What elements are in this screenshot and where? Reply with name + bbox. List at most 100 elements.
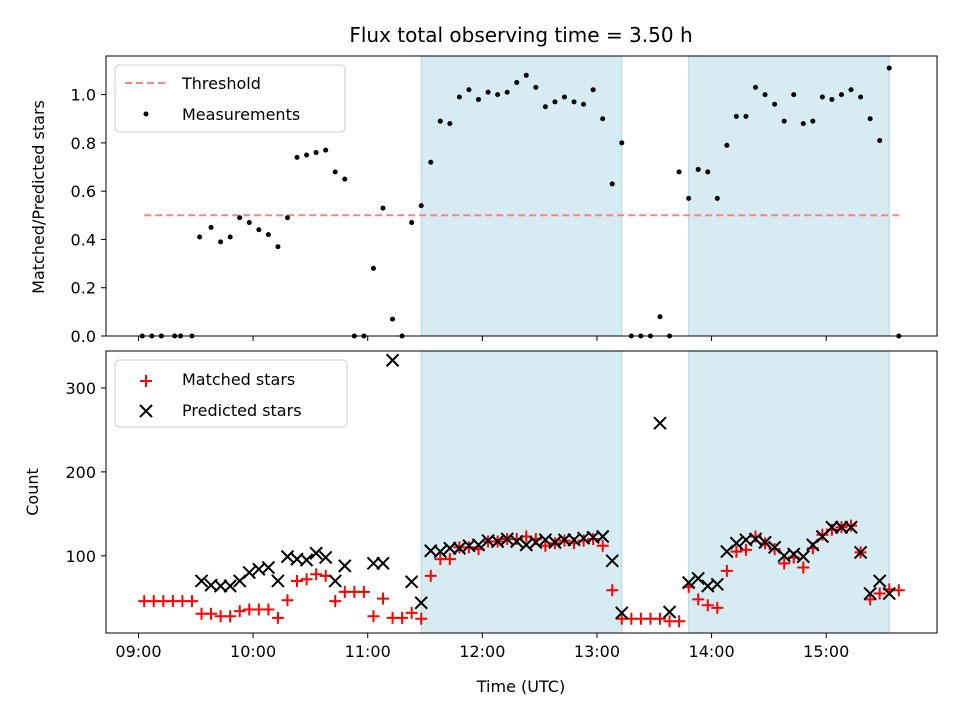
matched-star-marker	[816, 528, 829, 541]
matched-star-marker	[596, 539, 609, 552]
predicted-star-marker	[519, 538, 533, 552]
predicted-star-marker	[853, 545, 868, 560]
bottom-y-tick-label: 300	[65, 379, 96, 398]
top-plot-frame	[105, 55, 938, 337]
bottom-x-tick-label: 10:00	[230, 642, 276, 661]
matched-star-markers	[138, 519, 905, 628]
measurement-point	[686, 195, 692, 201]
measurement-point	[418, 203, 424, 209]
matched-star-marker	[587, 533, 600, 545]
predicted-star-marker	[452, 541, 467, 555]
top-y-tick-label: 0.6	[71, 182, 96, 201]
measurement-point	[409, 220, 415, 226]
matched-star-marker	[539, 539, 552, 552]
matched-star-marker	[300, 573, 313, 586]
measurement-point	[733, 113, 739, 119]
measurement-point	[781, 118, 787, 124]
matched-star-marker	[357, 585, 370, 598]
measurement-point	[590, 87, 596, 93]
matched-star-marker	[730, 545, 743, 558]
matched-stars-legend-marker	[140, 375, 152, 387]
top-y-axis-label: Matched/Predicted stars	[29, 100, 48, 294]
bottom-x-tick-label: 14:00	[689, 642, 735, 661]
measurement-point	[428, 159, 434, 165]
measurement-point	[466, 87, 472, 93]
matched-star-marker	[462, 541, 475, 554]
matched-star-marker	[424, 569, 437, 582]
measurement-point	[772, 101, 778, 107]
matched-star-marker	[224, 610, 237, 623]
measurement-point	[714, 195, 720, 201]
measurement-point	[342, 176, 348, 182]
measurement-point	[657, 314, 663, 320]
measurement-point	[533, 84, 539, 90]
predicted-star-marker	[557, 533, 572, 547]
bottom-x-axis-label: Time (UTC)	[476, 677, 565, 696]
measurement-point	[542, 104, 548, 110]
predicted-star-marker	[758, 535, 772, 550]
measurement-point	[743, 113, 749, 119]
measurement-point	[838, 92, 844, 98]
bottom-y-axis-label: Count	[23, 468, 42, 516]
predicted-stars-legend-marker	[139, 404, 153, 418]
measurement-point	[294, 154, 300, 160]
matched-star-marker	[205, 607, 218, 620]
bottom-y-tick-label: 200	[65, 463, 96, 482]
predicted-star-marker	[366, 556, 381, 571]
legend-threshold-label: Threshold	[181, 74, 261, 93]
top-y-tick-label: 0.8	[71, 134, 96, 153]
bottom-x-ticks: 09:00 10:00 11:00 12:00 13:00 14:00 15:00	[115, 633, 849, 661]
bottom-x-tick-label: 15:00	[803, 642, 849, 661]
measurement-point	[380, 205, 386, 211]
measurement-point	[437, 118, 443, 124]
predicted-star-marker	[404, 575, 419, 589]
measurement-point	[600, 116, 606, 122]
predicted-star-marker	[653, 416, 667, 430]
matched-star-marker	[271, 611, 284, 624]
measurements-legend-marker	[143, 111, 149, 117]
measurement-point	[800, 121, 806, 127]
predicted-star-marker	[595, 529, 610, 544]
bottom-shaded-region-1	[420, 350, 623, 634]
predicted-star-marker	[213, 579, 228, 593]
measurement-point	[867, 116, 873, 122]
measurement-point	[523, 72, 529, 78]
top-y-tick-label: 0.4	[71, 230, 96, 249]
predicted-star-marker	[605, 554, 619, 568]
measurement-point	[552, 99, 558, 105]
top-y-tick-label: 0.2	[71, 279, 96, 298]
measurement-point	[456, 94, 462, 100]
measurement-point	[504, 89, 510, 95]
top-y-tick-label: 0.0	[71, 327, 96, 346]
predicted-star-marker	[729, 536, 744, 550]
measurement-point	[227, 234, 233, 240]
measurement-point	[571, 99, 577, 105]
top-y-ticks: 0.0 0.2 0.4 0.6 0.8 1.0	[71, 86, 106, 346]
bottom-x-tick-label: 11:00	[345, 642, 391, 661]
predicted-star-marker	[787, 547, 801, 561]
matched-star-marker	[845, 519, 858, 532]
predicted-star-marker	[662, 605, 677, 619]
top-x-ticks	[137, 336, 827, 341]
measurement-point	[332, 169, 338, 175]
matched-star-marker	[415, 612, 428, 625]
predicted-star-marker	[338, 559, 352, 573]
legend-matched-label: Matched stars	[182, 370, 295, 389]
measurement-point	[791, 92, 797, 98]
bottom-y-tick-label: 100	[65, 547, 96, 566]
predicted-star-marker	[748, 532, 763, 546]
bottom-x-tick-label: 09:00	[115, 642, 161, 661]
matched-star-marker	[739, 543, 752, 556]
matched-star-marker	[577, 534, 590, 547]
measurement-point	[485, 89, 491, 95]
bottom-shaded-region-2	[688, 350, 890, 634]
matched-star-marker	[711, 601, 724, 614]
predicted-star-marker	[414, 596, 428, 610]
bottom-panel: 09:00 10:00 11:00 12:00 13:00 14:00 15:00 100 2…	[23, 350, 938, 696]
predicted-star-marker	[490, 534, 505, 549]
measurement-point	[370, 265, 376, 271]
matched-star-marker	[396, 611, 409, 624]
predicted-star-marker	[510, 534, 524, 549]
predicted-star-marker	[548, 535, 562, 550]
matched-star-marker	[825, 523, 838, 536]
